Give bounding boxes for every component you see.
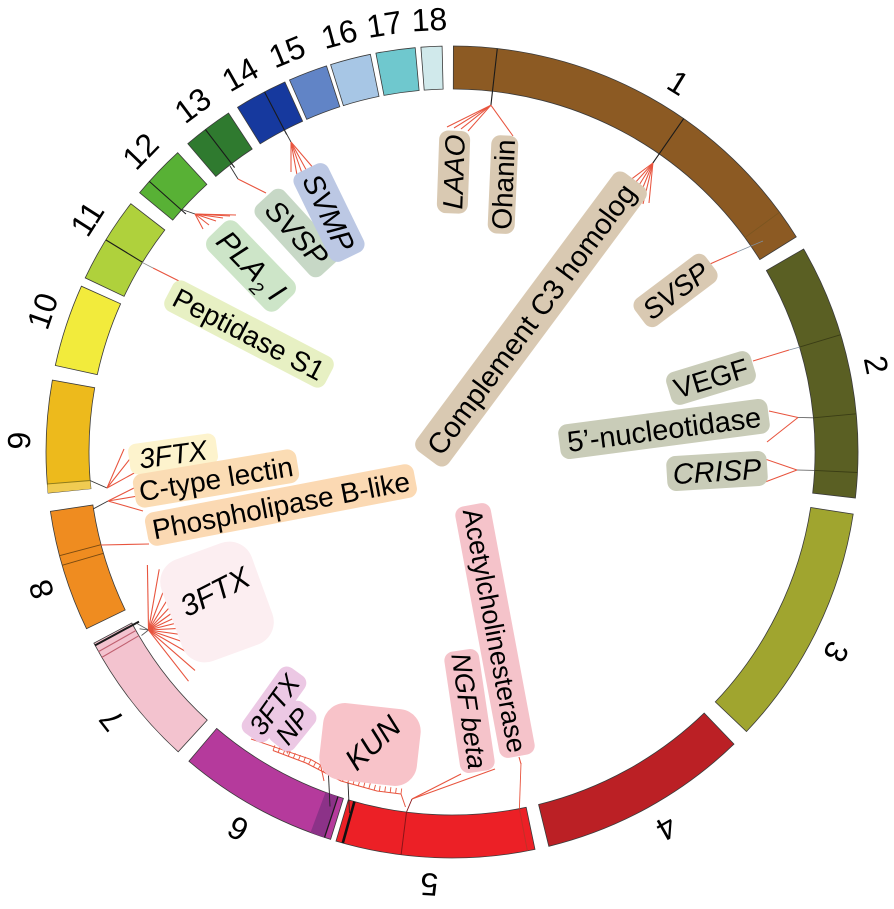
svg-text:LAAO: LAAO bbox=[437, 134, 471, 210]
svg-text:18: 18 bbox=[411, 1, 448, 39]
svg-text:5: 5 bbox=[419, 866, 439, 903]
svg-text:17: 17 bbox=[364, 4, 405, 45]
svg-text:9: 9 bbox=[1, 431, 37, 450]
svg-text:CRISP: CRISP bbox=[672, 454, 763, 491]
svg-text:Ohanin: Ohanin bbox=[486, 139, 521, 231]
